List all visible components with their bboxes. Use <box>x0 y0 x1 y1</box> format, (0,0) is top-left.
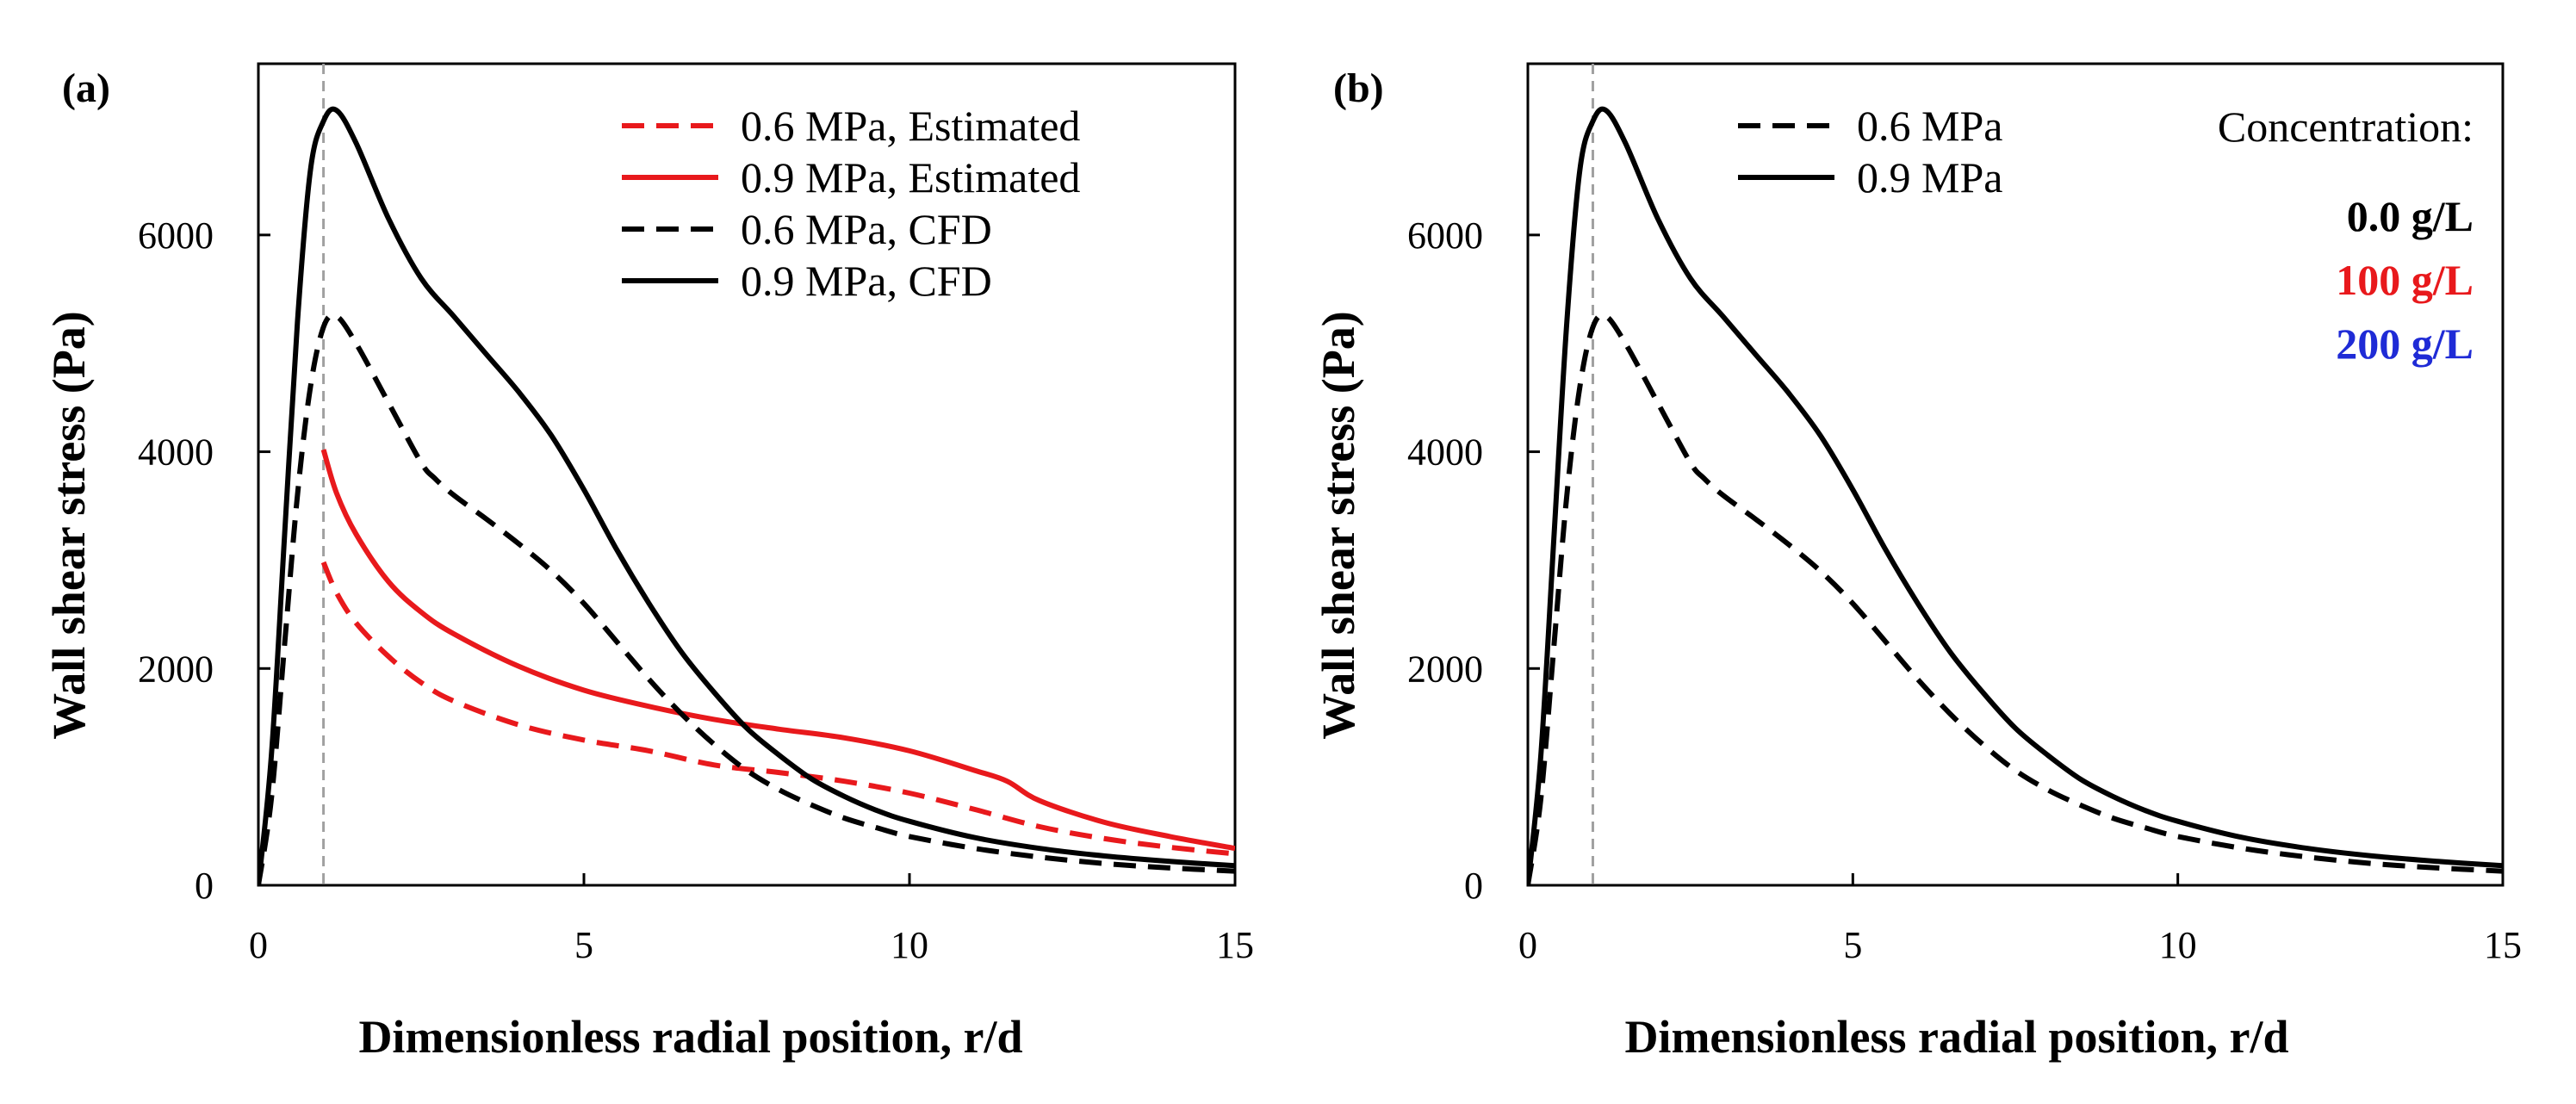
y-axis-title: Wall shear stress (Pa) <box>1313 311 1364 739</box>
series-line-0-6-mpa <box>1528 312 2503 885</box>
concentration-200-g-l: 200 g/L <box>2336 319 2474 368</box>
y-tick-label: 6000 <box>138 214 214 257</box>
plot-frame <box>1526 62 2505 887</box>
plot-frame <box>257 62 1237 887</box>
x-tick-label: 10 <box>891 924 928 966</box>
series-line-0-6-mpa-estimated <box>320 561 1235 857</box>
legend-label-0-9-mpa-estimated: 0.9 MPa, Estimated <box>741 153 1080 202</box>
x-tick-label: 5 <box>574 924 593 966</box>
series-line-0-9-mpa-estimated <box>320 449 1235 852</box>
x-tick-label: 15 <box>1216 924 1254 966</box>
legend-label-0-6-mpa: 0.6 MPa <box>1857 102 2002 150</box>
panel-label: (b) <box>1333 65 1384 111</box>
y-tick-label: 4000 <box>1407 431 1483 474</box>
panel-a: (a) Wall shear stress (Pa) Dimensionless… <box>43 62 1254 1063</box>
x-axis-title: Dimensionless radial position, r/d <box>358 1011 1022 1063</box>
legend-label-0-6-mpa-estimated: 0.6 MPa, Estimated <box>741 102 1080 150</box>
y-tick-label: 2000 <box>138 648 214 690</box>
y-tick-label: 4000 <box>138 431 214 474</box>
concentration-100-g-l: 100 g/L <box>2336 256 2474 304</box>
y-tick-label: 0 <box>1464 865 1483 907</box>
y-tick-label: 0 <box>195 865 214 907</box>
concentration-legend: Concentration: 0.0 g/L 100 g/L 200 g/L <box>2218 102 2474 368</box>
series-line-0-9-mpa-cfd <box>258 106 1235 885</box>
y-axis-title: Wall shear stress (Pa) <box>43 311 95 739</box>
series-line-0-6-mpa-cfd <box>258 312 1235 885</box>
x-axis-title: Dimensionless radial position, r/d <box>1624 1011 2288 1063</box>
x-tick-label: 5 <box>1843 924 1862 966</box>
concentration-title: Concentration: <box>2218 102 2474 151</box>
x-tick-label: 10 <box>2159 924 2197 966</box>
concentration-0-0-g-l: 0.0 g/L <box>2347 192 2474 240</box>
legend-label-0-9-mpa-cfd: 0.9 MPa, CFD <box>741 257 992 305</box>
y-tick-label: 6000 <box>1407 214 1483 257</box>
panel-b: (b) Wall shear stress (Pa) Dimensionless… <box>1313 62 2522 1063</box>
series-line-0-9-mpa <box>1528 106 2503 885</box>
panel-label: (a) <box>62 65 110 111</box>
x-tick-label: 0 <box>1518 924 1537 966</box>
y-tick-label: 2000 <box>1407 648 1483 690</box>
x-tick-label: 0 <box>249 924 268 966</box>
legend-label-0-9-mpa: 0.9 MPa <box>1857 153 2002 202</box>
legend-label-0-6-mpa-cfd: 0.6 MPa, CFD <box>741 205 992 253</box>
x-tick-label: 15 <box>2484 924 2522 966</box>
